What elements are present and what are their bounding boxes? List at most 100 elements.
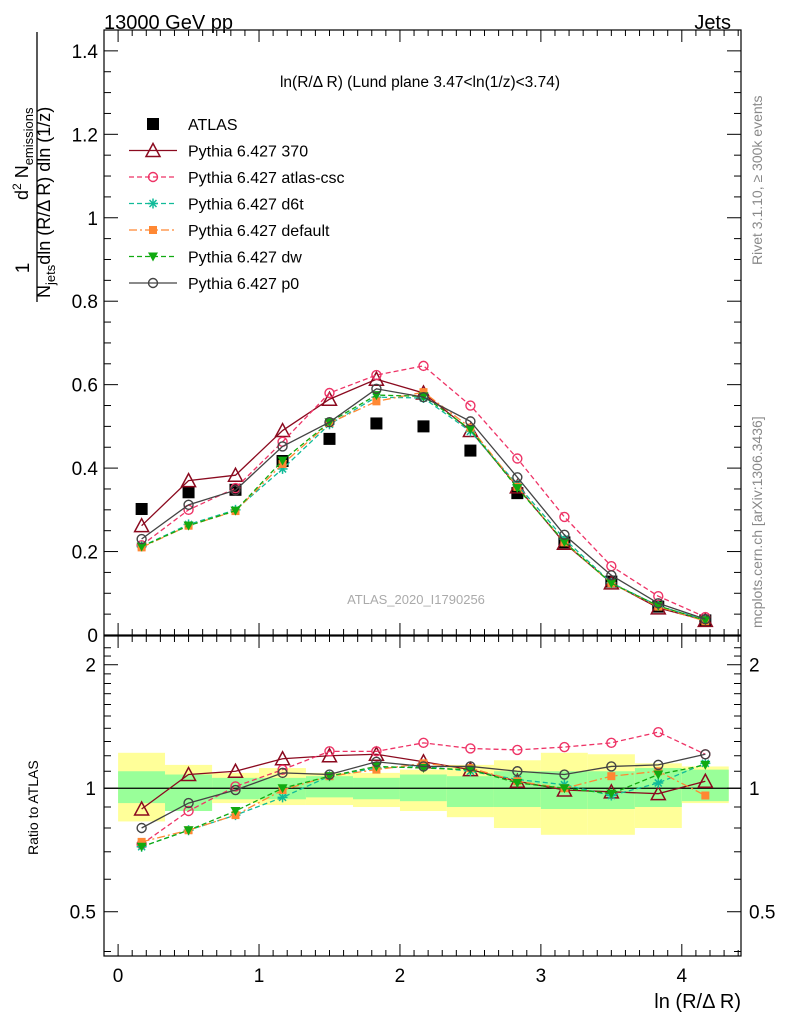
- star-stroke: [654, 778, 663, 787]
- svg-text:1: 1: [13, 263, 34, 274]
- ratio-y-axis-label: Ratio to ATLAS: [25, 760, 41, 855]
- ratio-band-inner: [118, 771, 166, 804]
- legend-entry-pythia-6-427-default: Pythia 6.427 default: [129, 223, 330, 240]
- plot-title: ln(R/Δ R) (Lund plane 3.47<ln(1/z)<3.74): [280, 74, 560, 91]
- data-point-pythia-6-427-p0: [700, 613, 711, 625]
- ratio-point-pythia-6-427-dw: [700, 760, 711, 770]
- ratio-y-tick-label-right: 0.5: [749, 903, 775, 924]
- legend-marker: [147, 171, 159, 183]
- data-point-atlas: [182, 486, 195, 499]
- data-point-pythia-6-427-atlas-csc: [324, 387, 335, 399]
- ratio-point-pythia-6-427-370: [697, 772, 714, 788]
- legend-entry-atlas: ATLAS: [147, 117, 238, 134]
- legend-entry-pythia-6-427-d6t: Pythia 6.427 d6t: [129, 197, 304, 214]
- data-point-pythia-6-427-atlas-csc: [465, 400, 476, 411]
- ratio-point-pythia-6-427-atlas-csc: [230, 781, 241, 792]
- process-label: Jets: [694, 12, 731, 34]
- data-point-pythia-6-427-p0: [559, 529, 570, 541]
- analysis-label: ATLAS_2020_I1790256: [347, 592, 485, 607]
- data-point-atlas: [323, 432, 336, 445]
- legend-entry-pythia-6-427-dw: Pythia 6.427 dw: [129, 250, 302, 267]
- ratio-point-pythia-6-427-p0: [371, 756, 382, 767]
- legend-entry-pythia-6-427-p0: Pythia 6.427 p0: [129, 276, 299, 293]
- legend-marker: [147, 277, 159, 289]
- legend-entry-pythia-6-427-atlas-csc: Pythia 6.427 atlas-csc: [129, 170, 345, 187]
- ratio-line-pythia-6-427-p0: [141, 753, 706, 829]
- legend-label: Pythia 6.427 p0: [188, 276, 299, 293]
- legend-marker: [144, 141, 162, 158]
- ratio-point-pythia-6-427-default: [607, 772, 616, 781]
- legend: ATLAS Pythia 6.427 370 Pythia 6.427 atlas-…: [129, 117, 345, 293]
- data-point-pythia-6-427-p0: [512, 472, 523, 483]
- data-point-atlas: [370, 417, 383, 430]
- y-tick-label: 0: [87, 626, 98, 647]
- x-tick-label: 3: [536, 966, 547, 987]
- legend-marker: [149, 226, 157, 234]
- energy-label: 13000 GeV pp: [104, 12, 233, 34]
- data-point-atlas: [417, 420, 430, 433]
- ratio-point-pythia-6-427-p0: [183, 797, 194, 809]
- x-tick-label: 1: [254, 966, 265, 987]
- data-point-pythia-6-427-dw: [136, 542, 147, 552]
- data-point-pythia-6-427-p0: [606, 570, 617, 581]
- ratio-point-pythia-6-427-p0: [136, 822, 147, 834]
- ratio-point-pythia-6-427-p0: [700, 749, 711, 760]
- data-point-pythia-6-427-dw: [606, 579, 617, 589]
- ratio-y-tick-label-right: 2: [749, 656, 760, 677]
- ratio-point-pythia-6-427-atlas-csc: [371, 746, 382, 757]
- ratio-point-pythia-6-427-p0: [512, 766, 523, 777]
- y-tick-label: 0.4: [72, 459, 99, 480]
- data-point-pythia-6-427-p0: [465, 416, 476, 427]
- y-tick-label: 0.8: [72, 292, 98, 313]
- data-point-pythia-6-427-p0: [418, 391, 429, 403]
- ratio-point-pythia-6-427-dw: [277, 784, 288, 794]
- ratio-point-pythia-6-427-dw: [653, 770, 664, 780]
- svg-text:d2 Nemissions: d2 Nemissions: [10, 107, 36, 200]
- data-point-atlas: [464, 444, 477, 457]
- ratio-point-pythia-6-427-atlas-csc: [277, 764, 288, 775]
- x-tick-label: 0: [113, 966, 124, 987]
- data-point-pythia-6-427-p0: [230, 485, 241, 496]
- series-line-pythia-6-427-p0: [141, 388, 706, 620]
- ratio-y-tick-label: 0.5: [70, 903, 96, 924]
- data-point-pythia-6-427-atlas-csc: [559, 511, 570, 523]
- ratio-point-pythia-6-427-370: [650, 785, 667, 801]
- data-point-pythia-6-427-dw: [465, 425, 476, 435]
- data-point-pythia-6-427-dw: [559, 537, 570, 547]
- ratio-plot-area: 0 1 2 3 4 0.5 0.5 1 1 2 2: [70, 635, 775, 987]
- legend-label: Pythia 6.427 atlas-csc: [188, 170, 345, 187]
- data-point-pythia-6-427-370: [133, 517, 150, 533]
- data-point-pythia-6-427-370: [274, 421, 291, 438]
- data-point-pythia-6-427-dw: [512, 484, 523, 494]
- star-stroke: [148, 199, 158, 208]
- ratio-point-pythia-6-427-dw: [606, 789, 617, 799]
- ratio-point-pythia-6-427-atlas-csc: [324, 746, 335, 757]
- ratio-point-pythia-6-427-atlas-csc: [606, 737, 617, 749]
- ratio-point-pythia-6-427-dw: [465, 765, 476, 775]
- ratio-point-pythia-6-427-370: [180, 765, 197, 782]
- data-point-pythia-6-427-dw: [183, 521, 194, 531]
- legend-label: Pythia 6.427 dw: [188, 250, 302, 267]
- y-tick-label: 1.4: [72, 42, 99, 63]
- ratio-point-pythia-6-427-atlas-csc: [418, 737, 429, 749]
- ratio-point-pythia-6-427-d6t: [653, 777, 664, 788]
- ratio-point-pythia-6-427-atlas-csc: [465, 743, 476, 754]
- legend-entry-pythia-6-427-370: Pythia 6.427 370: [129, 141, 308, 161]
- ratio-point-pythia-6-427-atlas-csc: [512, 744, 523, 756]
- data-point-pythia-6-427-p0: [324, 417, 335, 428]
- legend-label: ATLAS: [188, 117, 238, 134]
- ratio-point-pythia-6-427-p0: [465, 761, 476, 772]
- data-point-pythia-6-427-dw: [230, 506, 241, 516]
- legend-label: Pythia 6.427 default: [188, 223, 330, 240]
- ratio-y-tick-label-right: 1: [749, 779, 760, 800]
- main-frame: [103, 29, 742, 636]
- ratio-point-pythia-6-427-370: [133, 800, 150, 816]
- legend-label: Pythia 6.427 d6t: [188, 197, 304, 214]
- ratio-point-pythia-6-427-dw: [230, 807, 241, 817]
- ratio-band-inner: [446, 776, 494, 808]
- mcplots-label: mcplots.cern.ch [arXiv:1306.3436]: [749, 416, 765, 628]
- ratio-point-pythia-6-427-atlas-csc: [183, 805, 194, 817]
- ratio-point-pythia-6-427-dw: [183, 826, 194, 836]
- legend-marker: [148, 198, 158, 209]
- x-tick-label: 4: [677, 966, 688, 987]
